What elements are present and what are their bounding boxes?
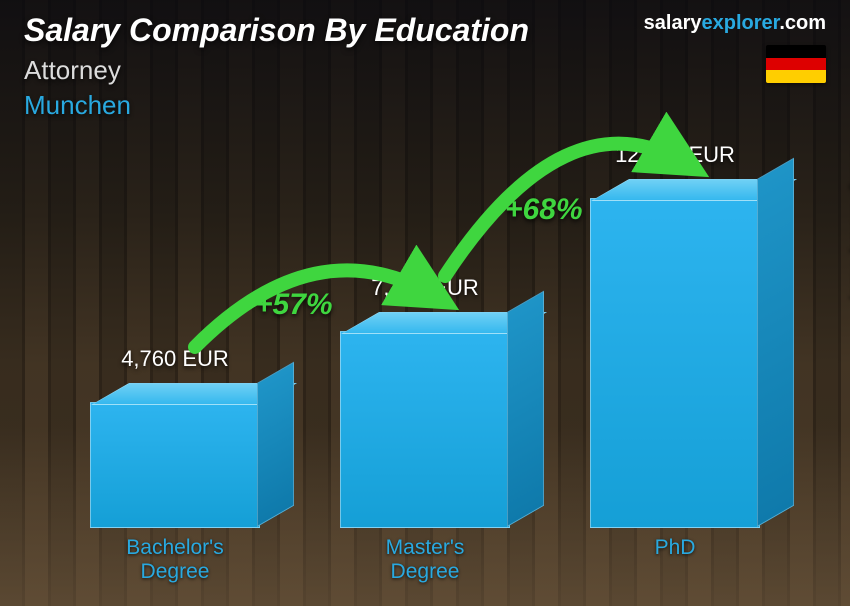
bar-chart: 4,760 EURBachelor'sDegree7,470 EURMaster… — [40, 108, 800, 588]
page-title: Salary Comparison By Education — [24, 12, 529, 49]
brand-block: salaryexplorer.com — [644, 12, 826, 83]
brand-prefix: salary — [644, 12, 702, 34]
flag-stripe-3 — [766, 70, 826, 83]
flag-stripe-1 — [766, 45, 826, 58]
flag-icon — [766, 45, 826, 83]
brand-suffix: .com — [779, 12, 826, 34]
subtitle-location: Munchen — [24, 90, 529, 121]
jump-arrow — [40, 108, 800, 588]
header: Salary Comparison By Education Attorney … — [24, 12, 826, 121]
brand-logo: salaryexplorer.com — [644, 12, 826, 35]
subtitle-role: Attorney — [24, 55, 529, 86]
brand-mid: explorer — [701, 12, 779, 34]
title-block: Salary Comparison By Education Attorney … — [24, 12, 529, 121]
flag-stripe-2 — [766, 58, 826, 71]
